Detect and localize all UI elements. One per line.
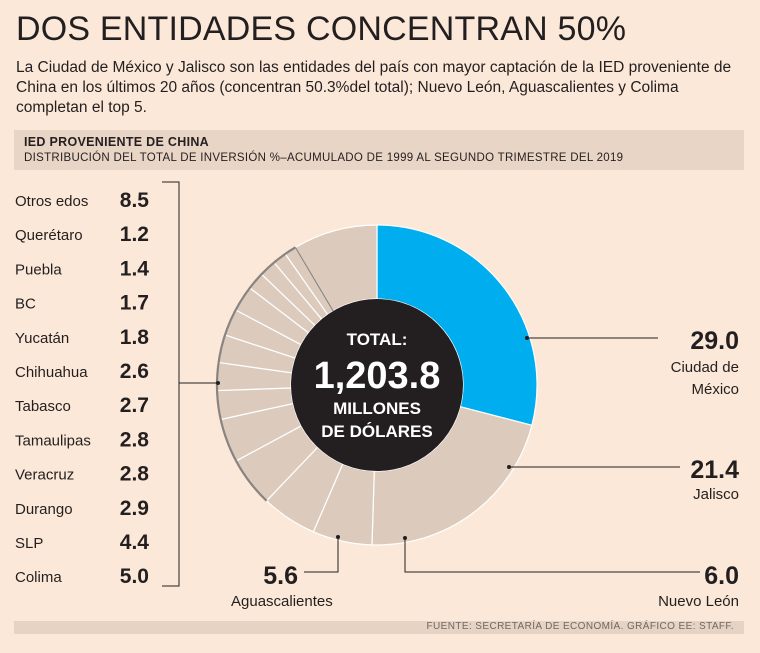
callout-value-ciudad-de-mexico: 29.0 [690, 327, 739, 355]
list-label-durango: Durango [15, 501, 73, 518]
callout-value-aguascalientes: 5.6 [263, 562, 298, 590]
list-value-otros-edos: 8.5 [120, 189, 150, 212]
list-label-otros-edos: Otros edos [15, 193, 88, 210]
list-bracket-dot [216, 381, 220, 385]
list-label-queretaro: Querétaro [15, 227, 83, 244]
list-label-tabasco: Tabasco [15, 398, 71, 415]
callout-label-ciudad-de-mexico-2: México [691, 381, 739, 398]
center-disc [291, 299, 463, 471]
center-total-value: 1,203.8 [314, 355, 441, 397]
labels-layer: Otros edos 8.5 Querétaro 1.2 Puebla 1.4 BC 1.7 Y… [15, 189, 739, 610]
callout-label-aguascalientes: Aguascalientes [231, 593, 333, 610]
chart-header-title: IED PROVENIENTE DE CHINA [24, 135, 210, 149]
chart-header-subtitle: DISTRIBUCIÓN DEL TOTAL DE INVERSIÓN %–AC… [24, 152, 624, 164]
slices-layer [216, 224, 538, 546]
list-value-tabasco: 2.7 [120, 394, 149, 417]
list-label-puebla: Puebla [15, 261, 62, 278]
list-value-durango: 2.9 [120, 497, 149, 520]
list-value-slp: 4.4 [120, 531, 150, 554]
list-label-veracruz: Veracruz [15, 467, 74, 484]
page-title: DOS ENTIDADES CONCENTRAN 50% [16, 10, 627, 48]
center-total-label: TOTAL: [347, 330, 408, 349]
list-value-queretaro: 1.2 [120, 223, 149, 246]
list-label-chihuahua: Chihuahua [15, 364, 88, 381]
center-unit-line2: DE DÓLARES [321, 422, 432, 441]
list-value-chihuahua: 2.6 [120, 360, 149, 383]
callout-label-jalisco: Jalisco [693, 486, 739, 503]
callout-label-ciudad-de-mexico-1: Ciudad de [671, 359, 739, 376]
list-value-colima: 5.0 [120, 565, 149, 588]
page-subtitle: La Ciudad de México y Jalisco son las en… [16, 59, 732, 116]
callout-line-aguascalientes [304, 537, 339, 573]
otros-separator [294, 247, 334, 312]
list-label-colima: Colima [15, 569, 62, 586]
donut-chart: TOTAL: 1,203.8 MILLONES DE DÓLARES Otros… [15, 181, 739, 610]
leader-lines-layer [162, 181, 700, 587]
list-label-yucatan: Yucatán [15, 330, 69, 347]
list-value-yucatan: 1.8 [120, 326, 150, 349]
list-label-tamaulipas: Tamaulipas [15, 432, 91, 449]
list-value-bc: 1.7 [120, 292, 149, 315]
source-bar: FUENTE: SECRETARÍA DE ECONOMÍA. GRÁFICO … [14, 621, 744, 634]
list-value-tamaulipas: 2.8 [120, 428, 150, 451]
callout-label-nuevo-leon: Nuevo León [658, 593, 739, 610]
list-value-veracruz: 2.8 [120, 463, 150, 486]
list-bracket [162, 181, 180, 587]
slice-jalisco [371, 405, 533, 546]
callout-line-nuevo-leon [404, 538, 700, 573]
list-label-bc: BC [15, 296, 36, 313]
small-entities-outline [215, 246, 296, 502]
center-unit-line1: MILLONES [333, 399, 421, 418]
list-label-slp: SLP [15, 535, 43, 552]
source-note: FUENTE: SECRETARÍA DE ECONOMÍA. GRÁFICO … [426, 621, 734, 632]
callout-value-jalisco: 21.4 [690, 456, 739, 484]
callout-value-nuevo-leon: 6.0 [704, 562, 739, 590]
list-value-puebla: 1.4 [120, 257, 150, 280]
chart-header: IED PROVENIENTE DE CHINA DISTRIBUCIÓN DE… [14, 130, 744, 170]
